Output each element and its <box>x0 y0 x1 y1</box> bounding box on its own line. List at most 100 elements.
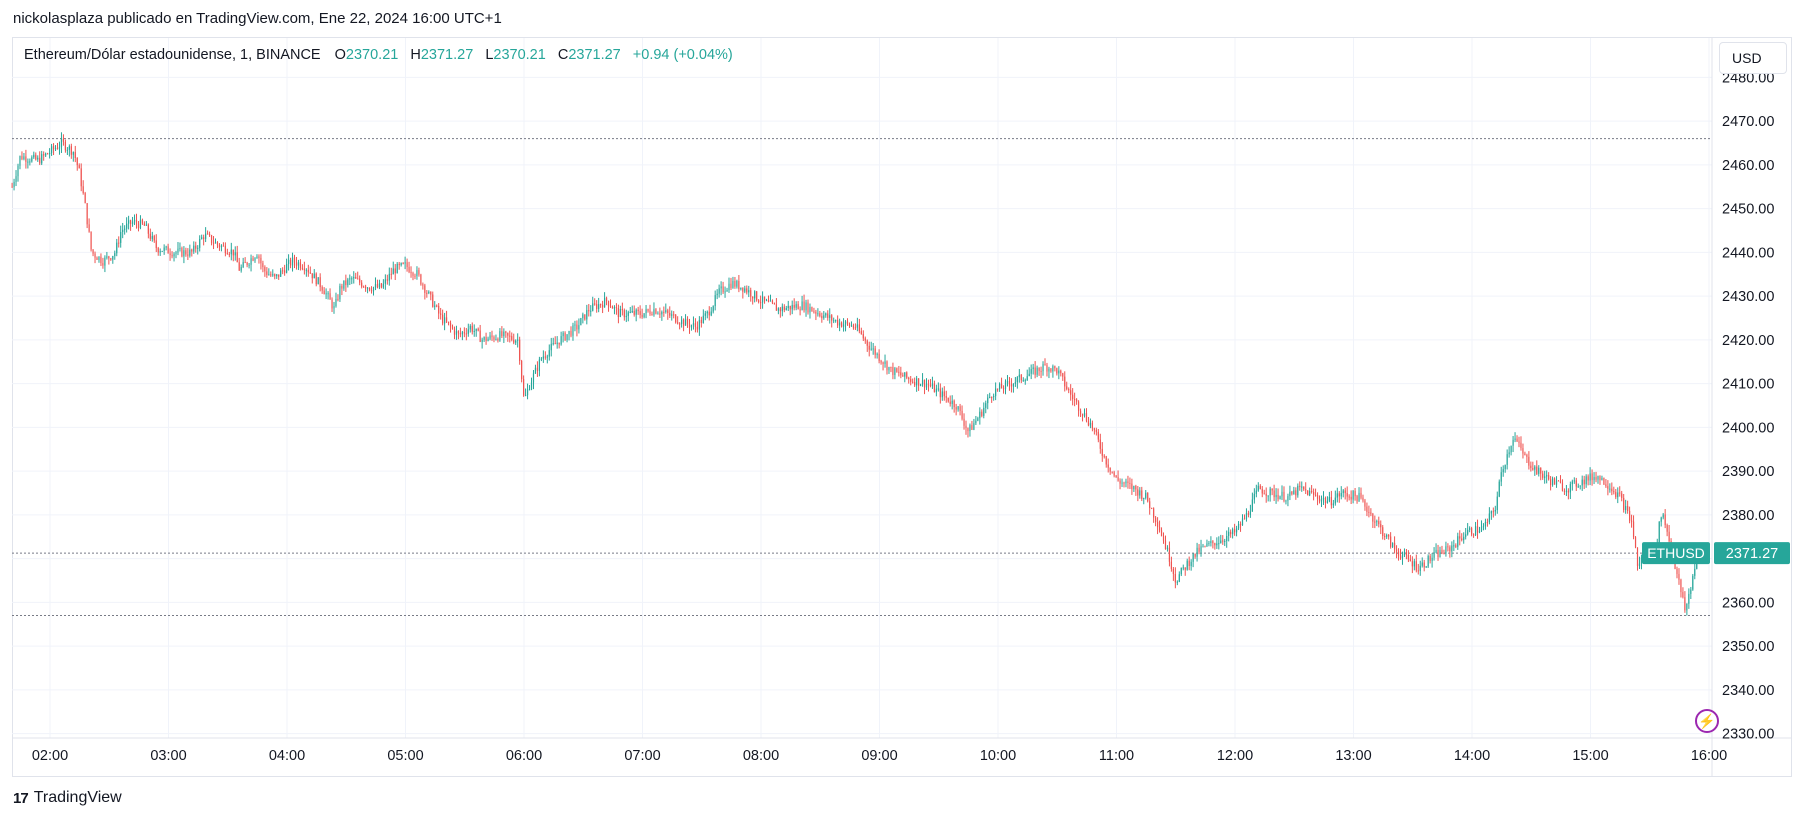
candle-body <box>1467 529 1469 535</box>
candle-body <box>396 263 398 274</box>
candle-body <box>1032 367 1034 370</box>
candle-body <box>1636 547 1639 566</box>
candle-body <box>368 287 371 291</box>
candle-body <box>1465 534 1467 537</box>
candle-body <box>1538 467 1540 474</box>
candle-body <box>1577 486 1579 488</box>
candle-body <box>1692 575 1694 590</box>
candle-body <box>1362 497 1364 501</box>
candle-body <box>1540 467 1542 474</box>
tradingview-footer[interactable]: 17 TradingView <box>13 789 122 807</box>
candle-body <box>495 338 497 340</box>
candle-body <box>837 320 839 326</box>
candle-body <box>1198 547 1200 552</box>
candle-body <box>754 291 756 299</box>
candle-body <box>1607 486 1609 489</box>
candle-body <box>33 154 35 158</box>
candle-body <box>487 338 489 342</box>
candle-body <box>1139 490 1141 496</box>
candle-body <box>712 306 714 312</box>
candle-body <box>665 310 667 312</box>
candle-body <box>1145 492 1147 498</box>
candle-body <box>1093 428 1095 430</box>
candle-body <box>724 291 726 293</box>
chart-frame[interactable] <box>12 37 1792 777</box>
candle-body <box>1283 491 1285 502</box>
candle-body <box>973 423 975 430</box>
candle-body <box>1443 553 1445 555</box>
candle-body <box>1048 368 1050 372</box>
candle-body <box>64 141 67 151</box>
candle-body <box>1411 561 1413 567</box>
candle-body <box>1291 491 1293 495</box>
x-tick-label: 07:00 <box>624 748 660 764</box>
candle-body <box>84 193 86 204</box>
candle-body <box>971 425 973 430</box>
candle-body <box>90 231 92 250</box>
candle-body <box>372 287 375 292</box>
candle-body <box>25 156 27 162</box>
candle-body <box>1536 466 1538 474</box>
candle-body <box>1374 521 1376 523</box>
candle-body <box>1107 464 1109 468</box>
candle-body <box>513 339 515 343</box>
candle-body <box>927 383 930 385</box>
candle-body <box>704 313 706 316</box>
candle-body <box>394 268 396 274</box>
candle-body <box>1605 484 1607 487</box>
candle-body <box>1289 491 1291 497</box>
candle-body <box>295 262 298 266</box>
candle-body <box>1042 364 1044 372</box>
flash-icon[interactable]: ⚡ <box>1695 709 1719 733</box>
candle-body <box>880 360 882 363</box>
candle-body <box>1253 493 1255 500</box>
candle-body <box>299 262 302 268</box>
candle-body <box>1188 560 1190 566</box>
candle-body <box>92 249 94 254</box>
candle-body <box>931 383 934 387</box>
candle-body <box>710 311 712 316</box>
candle-body <box>657 313 659 315</box>
symbol-tag-bg <box>1642 542 1710 565</box>
candle-body <box>382 283 384 288</box>
candle-body <box>453 328 456 335</box>
candle-body <box>578 325 580 330</box>
candle-body <box>1026 376 1028 381</box>
candle-body <box>586 310 588 320</box>
candle-body <box>1630 520 1633 522</box>
candle-body <box>1196 547 1198 557</box>
candle-body <box>1370 512 1372 514</box>
candle-body <box>1640 557 1643 564</box>
candle-body <box>1149 501 1151 509</box>
candle-body <box>122 229 124 232</box>
candle-body <box>1022 380 1024 382</box>
candle-body <box>560 336 562 345</box>
candle-body <box>811 307 813 312</box>
candle-body <box>718 288 720 294</box>
candle-body <box>1504 464 1506 470</box>
candle-body <box>906 372 908 378</box>
candle-body <box>1664 514 1666 526</box>
candle-body <box>1131 483 1133 490</box>
candle-body <box>1192 553 1194 562</box>
candle-body <box>566 334 568 340</box>
y-tick-label: 2390.00 <box>1722 464 1774 480</box>
y-tick-label: 2380.00 <box>1722 508 1774 524</box>
candle-body <box>536 367 539 371</box>
candle-body <box>878 353 880 361</box>
candle-body <box>485 337 487 342</box>
candle-body <box>1121 482 1123 484</box>
candle-body <box>722 286 724 293</box>
candle-body <box>876 353 878 355</box>
candle-body <box>1393 542 1396 550</box>
candle-body <box>1565 490 1568 492</box>
candle-body <box>499 331 501 341</box>
candle-body <box>228 254 230 256</box>
currency-button[interactable]: USD <box>1719 42 1787 74</box>
candle-body <box>1279 496 1281 500</box>
candle-body <box>1433 552 1435 558</box>
candle-body <box>100 256 102 264</box>
candle-body <box>1480 526 1483 531</box>
candle-body <box>939 388 941 398</box>
